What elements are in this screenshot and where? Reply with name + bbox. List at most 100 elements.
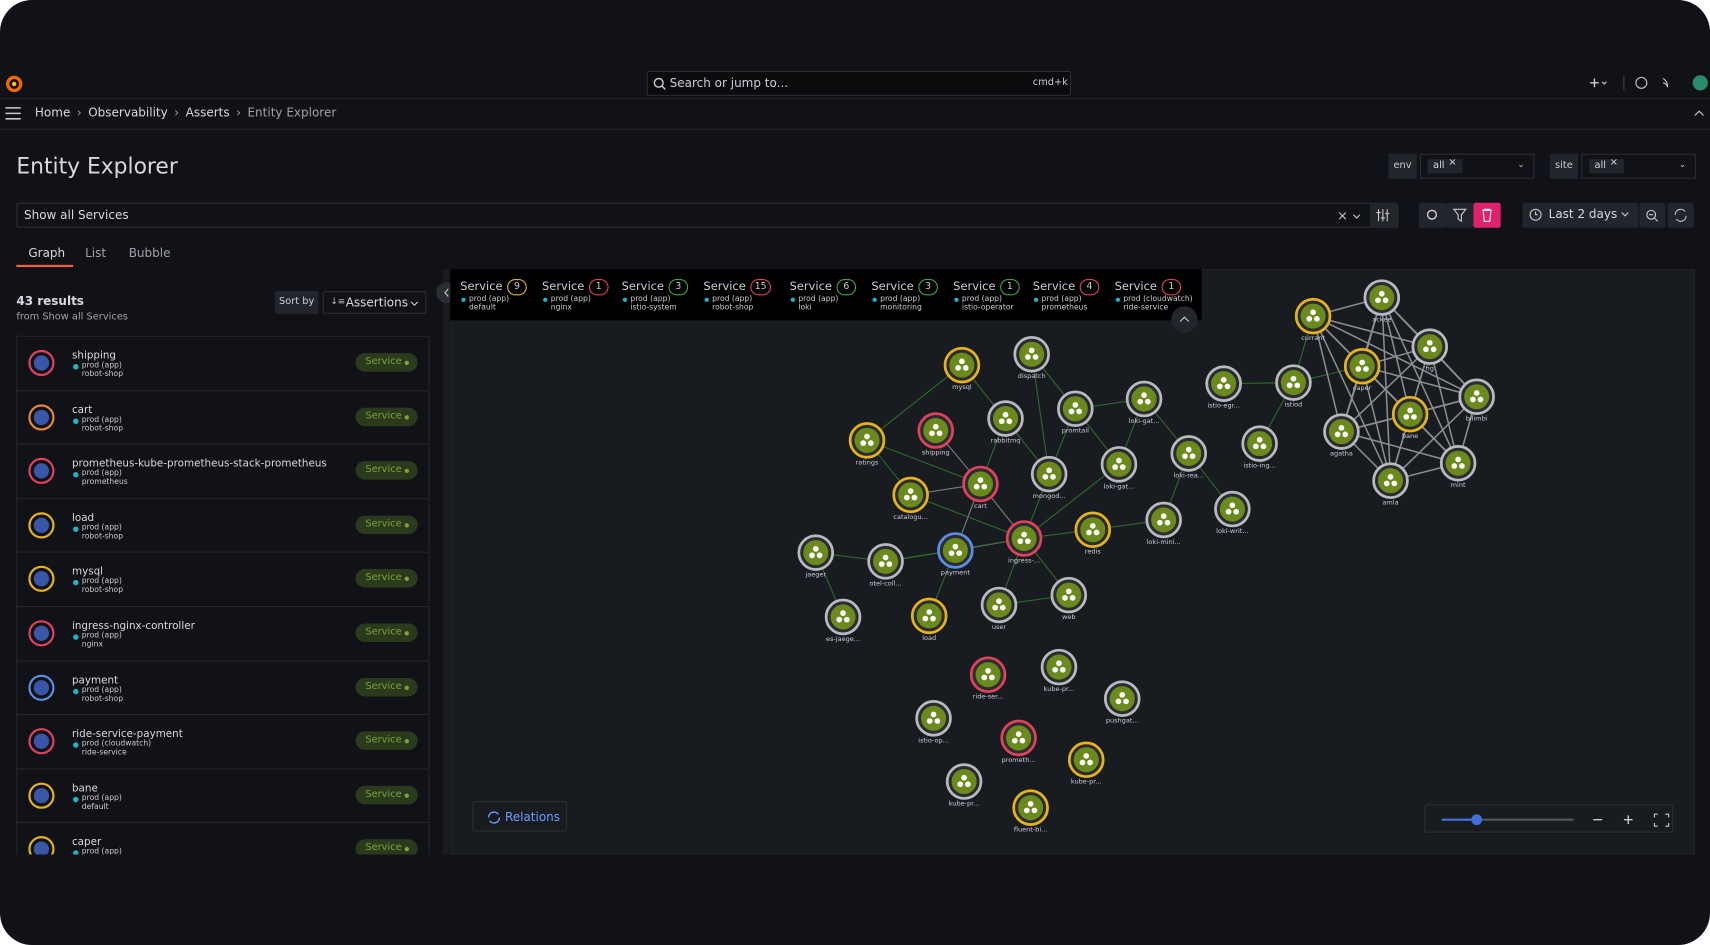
node-icon [1025, 354, 1031, 360]
node-icon [1407, 407, 1413, 414]
node-icon [1294, 382, 1301, 389]
node-icon [1451, 463, 1458, 469]
icon-ring [28, 458, 55, 485]
sort-select[interactable]: ↓≡ Assertions [322, 291, 427, 314]
node [1300, 303, 1326, 329]
shortcut: cmd+k [1032, 77, 1068, 89]
node [830, 604, 856, 630]
node-label: es-jaege... [826, 635, 860, 643]
summary-type[interactable]: Service [789, 280, 832, 294]
summary-type[interactable]: Service [1032, 280, 1076, 294]
clear-caret[interactable] [1337, 209, 1363, 222]
node-icon [965, 781, 971, 788]
summary-collapse[interactable] [1171, 306, 1198, 333]
icon-core [33, 463, 50, 479]
summary-env: prod (app) [961, 294, 1003, 304]
type-dot [404, 685, 409, 690]
search-box[interactable]: Search or jump to... cmd+k [646, 70, 1071, 96]
service-icon [28, 458, 55, 485]
edge [1031, 354, 1050, 475]
delete-button[interactable] [1473, 202, 1501, 228]
node-icon [929, 430, 935, 437]
node-label: mysql [952, 383, 972, 391]
breadcrumb[interactable]: Asserts [185, 105, 230, 120]
node-icon [1470, 396, 1476, 403]
summary-type[interactable]: Service [871, 280, 914, 294]
result-row[interactable]: ingress-nginx-controller prod (app) nginx S… [17, 607, 429, 662]
node-icon [1403, 414, 1410, 420]
top-icons[interactable] [1584, 72, 1710, 94]
breadcrumb[interactable]: Home [34, 105, 71, 120]
menu-icon[interactable] [5, 107, 21, 120]
node-icon [1006, 418, 1013, 425]
summary-type[interactable]: Service [460, 280, 503, 294]
node [898, 482, 924, 508]
divider [0, 128, 1710, 130]
result-row[interactable]: load prod (app) robot-shop Service [17, 499, 429, 554]
results-list: shipping prod (app) robot-shop Service cart p… [16, 335, 430, 855]
node [1062, 396, 1088, 422]
tab[interactable]: Bubble [128, 246, 171, 261]
settings-button[interactable] [1369, 202, 1398, 228]
chip-remove[interactable]: ✕ [1448, 158, 1457, 169]
zoom-control[interactable] [1424, 804, 1673, 833]
relations-button[interactable]: Relations [472, 801, 568, 832]
tab[interactable]: List [85, 246, 107, 261]
type-badge: Service [355, 785, 418, 805]
node-label: kube-pr... [1071, 778, 1102, 786]
summary-type[interactable]: Service [542, 280, 585, 294]
refresh-button[interactable] [1667, 202, 1694, 228]
node-icon [1050, 474, 1056, 480]
node-icon [907, 488, 914, 494]
node-icon [1072, 402, 1079, 408]
summary-dot [704, 297, 709, 302]
result-row[interactable]: ride-service-payment prod (cloudwatch) rid… [17, 715, 429, 770]
node-icon [1359, 359, 1365, 366]
time-picker[interactable]: Last 2 days [1522, 202, 1639, 228]
node-label: payment [941, 568, 971, 576]
node-label: istio-op... [918, 736, 949, 744]
collapse-icon[interactable] [1693, 108, 1706, 119]
filter-button[interactable] [1446, 202, 1474, 228]
summary-type[interactable]: Service [621, 280, 664, 294]
service-icon [28, 836, 55, 855]
query-select[interactable]: Show all Services [16, 202, 1399, 228]
breadcrumb[interactable]: Observability [88, 105, 168, 120]
node-icon [1062, 595, 1068, 601]
node-label: otel-coll... [869, 579, 901, 587]
node-icon [1011, 737, 1018, 744]
node-icon [836, 616, 843, 623]
tab[interactable]: Graph [28, 246, 66, 261]
grafana-logo[interactable] [4, 74, 24, 94]
zoom-out-button[interactable] [1639, 202, 1666, 228]
result-row[interactable]: prometheus-kube-prometheus-stack-prometh… [17, 445, 429, 499]
result-row[interactable]: payment prod (app) robot-shop Service [17, 661, 429, 716]
breadcrumb[interactable]: Entity Explorer [247, 105, 337, 120]
summary-type[interactable]: Service [703, 280, 746, 294]
env-dot [73, 526, 79, 532]
splitter[interactable] [442, 269, 450, 855]
icon-core [33, 625, 50, 641]
service-namespace: prometheus [81, 477, 128, 487]
config-button[interactable] [1418, 202, 1447, 228]
node-icon [996, 598, 1002, 604]
node-label: agatha [1330, 450, 1353, 458]
env-dot [73, 796, 79, 803]
node-icon [1338, 424, 1345, 431]
breadcrumb-separator: › [236, 105, 241, 120]
summary-type[interactable]: Service [953, 280, 996, 294]
summary-type[interactable]: Service [1114, 280, 1157, 294]
chip-remove[interactable]: ✕ [1609, 158, 1618, 169]
result-row[interactable]: bane prod (app) default Service [17, 769, 429, 824]
icon-core [33, 571, 50, 587]
node [1036, 461, 1062, 487]
filter-chip[interactable]: all [1589, 159, 1624, 174]
filter-chip[interactable]: all [1427, 159, 1462, 174]
filter-select[interactable]: all ✕ ⌄ [1581, 153, 1696, 179]
result-row[interactable]: cart prod (app) robot-shop Service [17, 391, 429, 445]
result-row[interactable]: shipping prod (app) robot-shop Service [17, 337, 429, 391]
result-row[interactable]: mysql prod (app) robot-shop Service [17, 553, 429, 608]
filter-select[interactable]: all ✕ ⌄ [1419, 153, 1535, 179]
summary-env: prod (cloudwatch) [1123, 294, 1193, 304]
